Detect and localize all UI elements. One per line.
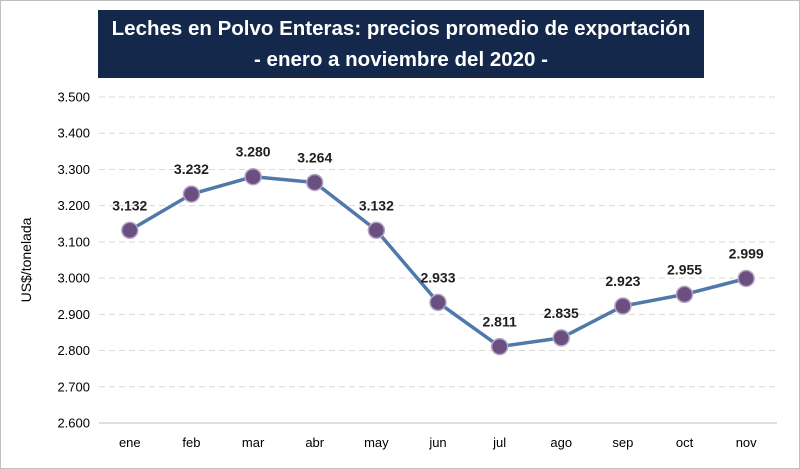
x-tick-label: feb xyxy=(182,435,200,450)
data-point xyxy=(305,173,324,192)
y-tick-label: 3.500 xyxy=(57,90,90,105)
y-axis-ticks: 2.600 2.700 2.800 2.900 3.000 3.100 3.200 3.300… xyxy=(57,90,90,431)
chart-title-box: Leches en Polvo Enteras: precios promedi… xyxy=(98,10,704,78)
data-point xyxy=(490,337,509,356)
y-tick-label: 3.100 xyxy=(57,234,90,249)
x-tick-label: jul xyxy=(492,435,506,450)
data-label: 3.280 xyxy=(236,144,271,160)
x-tick-label: may xyxy=(364,435,389,450)
x-tick-label: ago xyxy=(550,435,572,450)
x-tick-label: sep xyxy=(612,435,633,450)
data-label: 3.132 xyxy=(112,197,147,213)
chart-subtitle: - enero a noviembre del 2020 - xyxy=(254,48,548,71)
x-tick-label: mar xyxy=(242,435,265,450)
x-axis-ticks: ene feb mar abr may jun jul ago sep oct nov xyxy=(119,435,757,450)
data-point xyxy=(429,293,447,312)
data-label: 3.264 xyxy=(297,149,332,165)
series-markers xyxy=(121,167,755,356)
data-label: 2.923 xyxy=(605,273,640,289)
data-point xyxy=(614,297,632,315)
x-tick-label: nov xyxy=(736,435,757,450)
y-tick-label: 3.000 xyxy=(57,271,90,286)
y-tick-label: 2.600 xyxy=(57,416,90,431)
y-tick-label: 2.800 xyxy=(57,343,90,358)
y-tick-label: 3.200 xyxy=(57,198,90,213)
x-tick-label: abr xyxy=(305,435,324,450)
data-point xyxy=(182,185,201,203)
data-labels: 3.132 3.232 3.280 3.264 3.132 2.933 2.811 2.835… xyxy=(112,144,764,330)
x-tick-label: oct xyxy=(676,435,694,450)
series-line xyxy=(128,174,747,349)
data-point xyxy=(244,167,262,186)
data-point xyxy=(737,269,755,288)
data-label: 2.933 xyxy=(420,269,455,285)
data-label: 3.232 xyxy=(174,161,209,177)
x-tick-label: jun xyxy=(428,435,446,450)
data-label: 2.999 xyxy=(729,245,764,261)
y-tick-label: 3.400 xyxy=(57,126,90,141)
y-tick-label: 2.900 xyxy=(57,307,90,322)
y-axis-label: US$/tonelada xyxy=(18,217,34,302)
data-point xyxy=(552,329,571,347)
chart-title: Leches en Polvo Enteras: precios promedi… xyxy=(111,17,691,40)
y-tick-label: 3.300 xyxy=(57,162,90,177)
grid-lines xyxy=(99,96,777,388)
data-label: 2.835 xyxy=(544,305,579,321)
data-point xyxy=(367,221,386,240)
y-tick-label: 2.700 xyxy=(57,379,90,394)
data-label: 2.811 xyxy=(483,314,517,330)
x-tick-label: ene xyxy=(119,435,141,450)
data-point xyxy=(121,221,139,240)
data-label: 2.955 xyxy=(667,261,702,277)
data-label: 3.132 xyxy=(359,197,394,213)
data-point xyxy=(675,285,694,304)
